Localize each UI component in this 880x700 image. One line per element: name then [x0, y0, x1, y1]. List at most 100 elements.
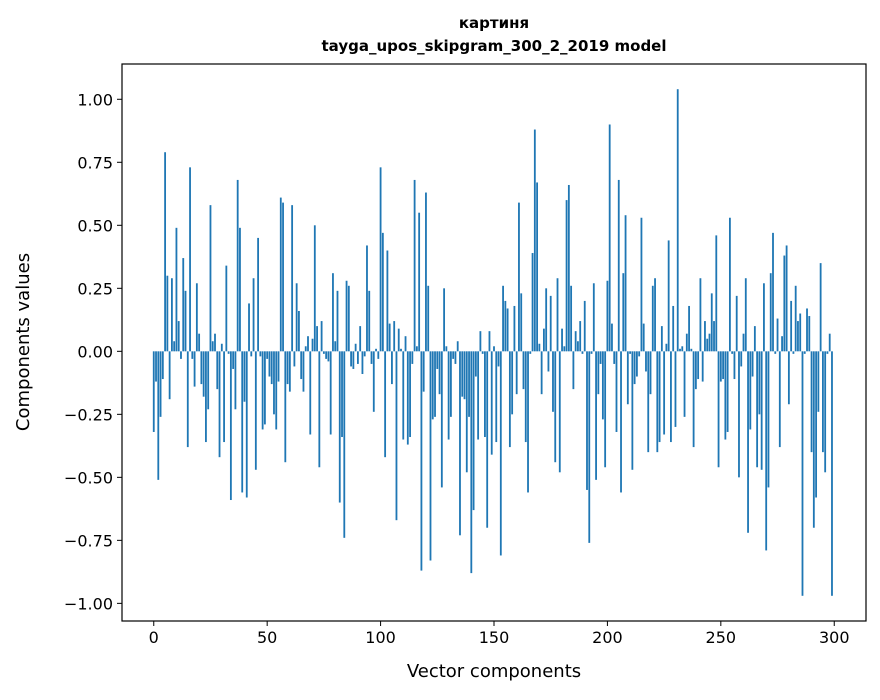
x-tick-label: 250 — [706, 628, 737, 647]
bar — [815, 351, 818, 498]
bar — [527, 351, 529, 493]
bar — [642, 323, 645, 352]
bar — [236, 179, 239, 352]
x-tick-label: 300 — [819, 628, 850, 647]
bar — [479, 331, 482, 352]
bar — [572, 351, 575, 390]
bar — [245, 351, 248, 498]
bar — [268, 351, 271, 377]
bar — [220, 343, 223, 352]
bar — [635, 351, 638, 377]
bar — [579, 321, 582, 352]
bar — [239, 227, 241, 352]
bar — [277, 351, 280, 382]
bar — [542, 328, 545, 352]
bar — [749, 351, 752, 430]
bar — [400, 348, 402, 352]
bar — [263, 351, 266, 425]
bar — [259, 351, 262, 357]
bar — [806, 308, 808, 352]
bar — [318, 351, 321, 468]
bar — [347, 285, 350, 352]
bar — [518, 202, 520, 352]
bar — [531, 253, 534, 352]
bar — [552, 351, 554, 412]
bar — [495, 351, 498, 443]
bar — [388, 323, 391, 352]
y-tick-label: 0.00 — [77, 342, 113, 361]
bar — [170, 278, 173, 352]
bar — [747, 351, 749, 533]
bar — [488, 331, 491, 352]
bar — [356, 351, 359, 364]
bar — [676, 89, 679, 352]
bar — [209, 205, 212, 352]
bar — [295, 283, 298, 352]
bar — [266, 351, 269, 359]
bar — [205, 351, 207, 443]
bar — [363, 351, 366, 357]
bar — [207, 351, 210, 410]
bar — [611, 323, 613, 352]
x-tick-label: 200 — [592, 628, 623, 647]
bar — [386, 250, 389, 352]
bar — [667, 240, 670, 352]
bar — [801, 351, 804, 596]
bar — [370, 351, 373, 364]
bar — [395, 351, 398, 521]
bar — [694, 351, 697, 390]
bar — [574, 331, 577, 352]
bar — [234, 351, 237, 410]
bar — [327, 351, 330, 362]
bar — [617, 179, 620, 352]
bar — [316, 326, 318, 352]
bar — [651, 285, 654, 352]
bar — [670, 351, 672, 443]
bar — [164, 152, 167, 352]
bar — [270, 351, 273, 385]
bar — [647, 351, 650, 453]
plot-frame — [121, 63, 867, 622]
bar — [350, 351, 353, 367]
bar — [352, 351, 355, 369]
bar — [685, 333, 688, 352]
bar — [477, 351, 480, 440]
bar — [402, 351, 405, 440]
bar — [300, 351, 303, 380]
y-tick-label: 0.25 — [77, 279, 113, 298]
bar — [620, 351, 622, 493]
bar — [704, 321, 706, 352]
bar — [649, 351, 652, 395]
bar — [359, 326, 362, 352]
bar — [681, 346, 684, 352]
bar — [422, 351, 425, 392]
bar — [391, 351, 393, 385]
bar — [631, 351, 634, 470]
bar — [332, 273, 334, 352]
bar — [520, 293, 523, 352]
bar — [436, 351, 439, 369]
bar — [828, 333, 831, 352]
bar — [831, 351, 833, 596]
bar — [554, 351, 557, 463]
bar — [645, 351, 647, 372]
bar — [293, 351, 296, 367]
bar — [377, 351, 380, 359]
bar — [438, 351, 441, 395]
bar — [381, 232, 384, 352]
bar — [157, 351, 160, 480]
bar — [735, 295, 738, 352]
bar — [615, 351, 618, 432]
bar — [590, 351, 593, 354]
bar — [282, 202, 284, 352]
bar — [413, 179, 416, 352]
bar — [443, 288, 446, 352]
bar — [241, 351, 244, 493]
bar — [354, 343, 357, 352]
bar — [186, 351, 189, 448]
y-tick-label: 1.00 — [77, 90, 113, 109]
bar — [379, 167, 382, 352]
bar — [794, 285, 797, 352]
bar — [672, 305, 675, 352]
bar — [563, 346, 566, 352]
